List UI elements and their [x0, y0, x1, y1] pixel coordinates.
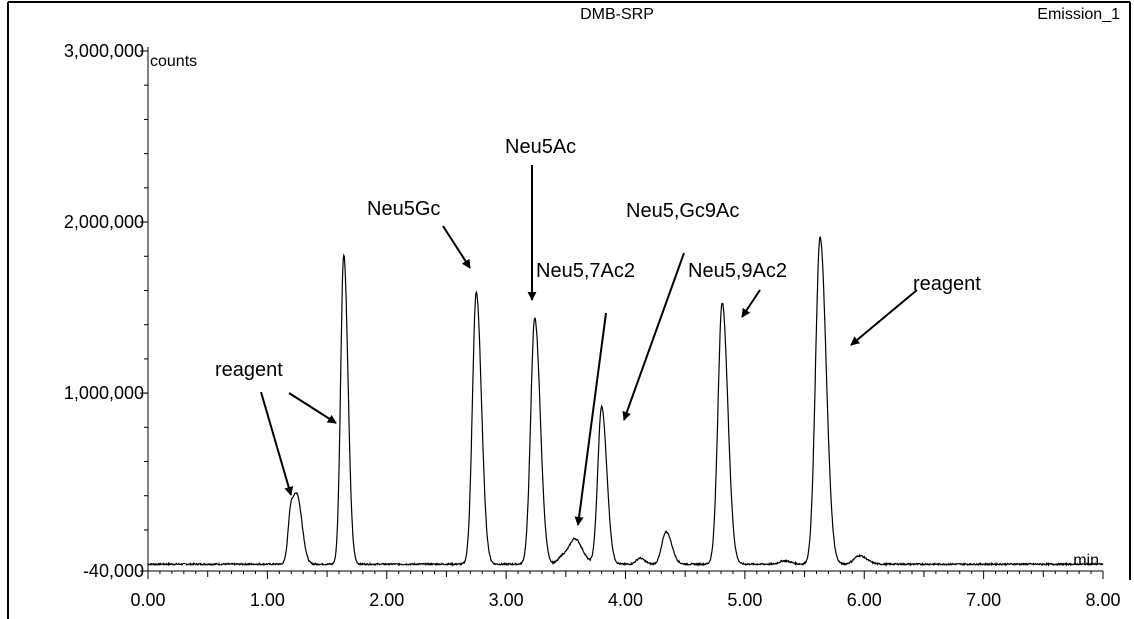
- x-tick-label: 0.00: [130, 590, 165, 610]
- annotation-neu5ac: Neu5Ac: [505, 136, 576, 158]
- x-tick-label: 4.00: [608, 590, 643, 610]
- y-tick-label: 2,000,000: [64, 212, 144, 232]
- annotation-arrow-reagent-2: [850, 289, 918, 346]
- annotation-neu5-gc9ac: Neu5,Gc9Ac: [626, 200, 739, 222]
- annotation-neu5-9ac2: Neu5,9Ac2: [688, 260, 787, 282]
- annotation-arrow-neu5gc: [442, 225, 471, 269]
- x-tick-label: 5.00: [727, 590, 762, 610]
- annotation-arrow-reagent-1b: [288, 392, 337, 424]
- x-tick-label: 2.00: [369, 590, 404, 610]
- x-tick-group: 0.00 1.00 2.00 3.00 4.00 5.00 6.00 7.00 8.00: [130, 571, 1121, 610]
- peak-annotations: reagent Neu5Gc Neu5Ac Neu5,7Ac2 Neu5,Gc9…: [215, 136, 981, 526]
- x-axis-unit-label: min: [1073, 552, 1099, 569]
- x-tick-label: 1.00: [250, 590, 285, 610]
- x-tick-label: 6.00: [847, 590, 882, 610]
- x-tick-label: 8.00: [1085, 590, 1120, 610]
- y-tick-label: 1,000,000: [64, 383, 144, 403]
- x-tick-label: 3.00: [489, 590, 524, 610]
- annotation-arrow-neu5-9ac2: [741, 289, 761, 318]
- y-tick-group: 3,000,000 2,000,000 1,000,000 -40,000: [64, 41, 148, 581]
- annotation-arrow-neu5-gc9ac: [622, 252, 685, 421]
- x-tick-label: 7.00: [966, 590, 1001, 610]
- annotation-neu5gc: Neu5Gc: [367, 198, 440, 220]
- annotation-arrow-reagent-1a: [260, 391, 294, 496]
- chart-title: DMB-SRP: [580, 6, 654, 23]
- y-minor-ticks: [144, 84, 148, 531]
- annotation-arrow-neu5-7ac2: [574, 312, 607, 526]
- y-axis-unit-label: counts: [150, 53, 197, 70]
- annotation-neu5-7ac2: Neu5,7Ac2: [536, 260, 635, 282]
- chromatogram-trace: [147, 236, 1104, 567]
- channel-label: Emission_1: [1037, 6, 1120, 23]
- annotation-reagent-1: reagent: [215, 359, 283, 381]
- annotation-reagent-2: reagent: [913, 273, 981, 295]
- y-tick-label: -40,000: [83, 561, 144, 581]
- y-tick-label: 3,000,000: [64, 41, 144, 61]
